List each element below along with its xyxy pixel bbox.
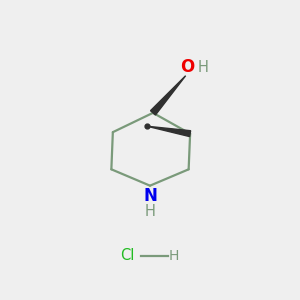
Text: N: N [143,187,157,205]
Text: O: O [180,58,194,76]
Text: H: H [198,60,209,75]
Text: Cl: Cl [121,248,135,263]
Text: H: H [145,203,155,218]
Polygon shape [151,76,186,115]
Text: H: H [169,248,179,262]
Polygon shape [147,126,190,136]
